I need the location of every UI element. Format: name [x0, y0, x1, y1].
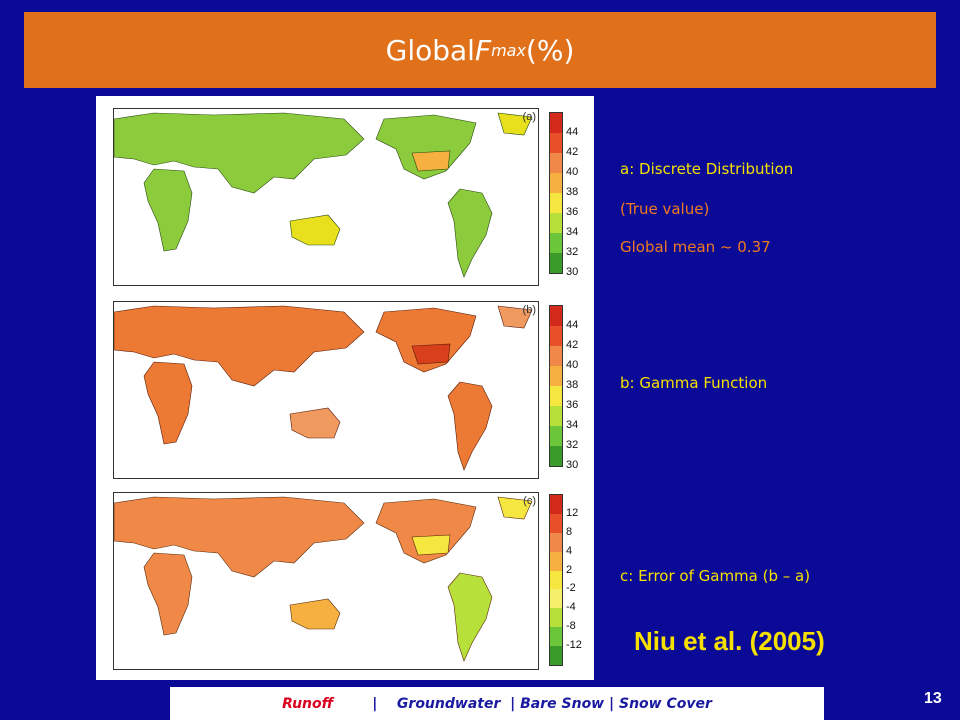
colorbar-segment [550, 173, 562, 193]
colorbar-segment [550, 346, 562, 366]
title-subscript: max [491, 40, 526, 60]
colorbar-tick-label: 40 [566, 166, 579, 178]
colorbar-b [549, 305, 563, 467]
slide-number: 13 [924, 690, 942, 707]
colorbar-tick-label: 32 [566, 246, 579, 258]
nav-snow-cover[interactable]: Snow Cover [619, 695, 712, 712]
colorbar-segment [550, 495, 562, 514]
colorbar-segment [550, 532, 562, 552]
colorbar-tick-label: 4 [566, 544, 573, 557]
colorbar-tick-label: 8 [566, 525, 573, 538]
figure-panel: (a) 44 42 40 38 36 34 32 30 (b) 44 42 40 38 36 34 32 3… [96, 96, 594, 680]
colorbar-tick-label: -12 [566, 639, 582, 652]
colorbar-segment [550, 366, 562, 386]
colorbar-segment [550, 608, 562, 628]
colorbar-segment [550, 386, 562, 406]
world-map-c [114, 496, 533, 662]
colorbar-segment [550, 446, 562, 466]
colorbar-segment [550, 627, 562, 647]
nav-bare-snow[interactable]: Bare Snow [520, 695, 605, 712]
colorbar-tick-label: 32 [566, 439, 579, 451]
colorbar-tick-label: 30 [566, 266, 579, 278]
topic-nav-bar: Runoff | Groundwater | Bare Snow | Snow … [170, 687, 824, 720]
colorbar-segment [550, 213, 562, 233]
nav-groundwater[interactable]: Groundwater [396, 695, 501, 712]
world-map-b [114, 305, 533, 471]
colorbar-segment [550, 589, 562, 609]
colorbar-segment [550, 570, 562, 590]
world-map-a [114, 112, 533, 278]
colorbar-a [549, 112, 563, 274]
caption-a-method: a: Discrete Distribution [620, 160, 794, 178]
caption-c: c: Error of Gamma (b – a) [620, 567, 811, 585]
colorbar-tick-label: 30 [566, 459, 579, 471]
panel-letter-c: (c) [523, 495, 536, 507]
panel-letter-a: (a) [522, 111, 536, 123]
colorbar-segment [550, 153, 562, 173]
colorbar-segment [550, 426, 562, 446]
colorbar-tick-label: 44 [566, 319, 579, 331]
colorbar-tick-label: 38 [566, 186, 579, 198]
colorbar-tick-label: 36 [566, 206, 579, 218]
citation: Niu et al. (2005) [634, 626, 825, 656]
continents-a [114, 112, 533, 278]
colorbar-segment [550, 306, 562, 326]
colorbar-segment [550, 113, 562, 133]
map-panel-c: (c) [113, 492, 539, 670]
caption-a-global-mean: Global mean ~ 0.37 [620, 238, 771, 256]
nav-separator: | [500, 695, 521, 712]
colorbar-segment [550, 133, 562, 153]
caption-b: b: Gamma Function [620, 374, 768, 392]
colorbar-segment [550, 646, 562, 666]
colorbar-tick-label: 2 [566, 563, 573, 576]
colorbar-tick-label: 44 [566, 126, 579, 138]
colorbar-tick-label: -4 [566, 601, 576, 614]
colorbar-tick-label: 40 [566, 359, 579, 371]
colorbar-tick-label: -2 [566, 582, 576, 595]
map-panel-b: (b) [113, 301, 539, 479]
colorbar-c [549, 494, 563, 666]
colorbar-segment [550, 551, 562, 571]
colorbar-segment [550, 513, 562, 533]
nav-separator: | [604, 695, 619, 712]
colorbar-segment [550, 253, 562, 273]
title-f: F [474, 33, 492, 67]
panel-letter-b: (b) [522, 304, 536, 316]
colorbar-segment [550, 326, 562, 346]
continents-b [114, 305, 533, 471]
colorbar-segment [550, 193, 562, 213]
colorbar-segment [550, 406, 562, 426]
colorbar-tick-label: 12 [566, 506, 579, 519]
continents-c [114, 496, 533, 662]
colorbar-tick-label: 36 [566, 399, 579, 411]
colorbar-segment [550, 233, 562, 253]
colorbar-tick-label: 42 [566, 339, 579, 351]
nav-runoff[interactable]: Runoff [282, 695, 334, 712]
caption-a-true-value: (True value) [620, 200, 710, 218]
colorbar-tick-label: -8 [566, 620, 576, 633]
colorbar-tick-label: 38 [566, 379, 579, 391]
map-panel-a: (a) [113, 108, 539, 286]
colorbar-tick-label: 34 [566, 226, 579, 238]
colorbar-tick-label: 34 [566, 419, 579, 431]
title-suffix: (%) [525, 33, 575, 67]
title-prefix: Global [385, 33, 475, 67]
nav-separator: | [333, 695, 397, 712]
colorbar-tick-label: 42 [566, 146, 579, 158]
